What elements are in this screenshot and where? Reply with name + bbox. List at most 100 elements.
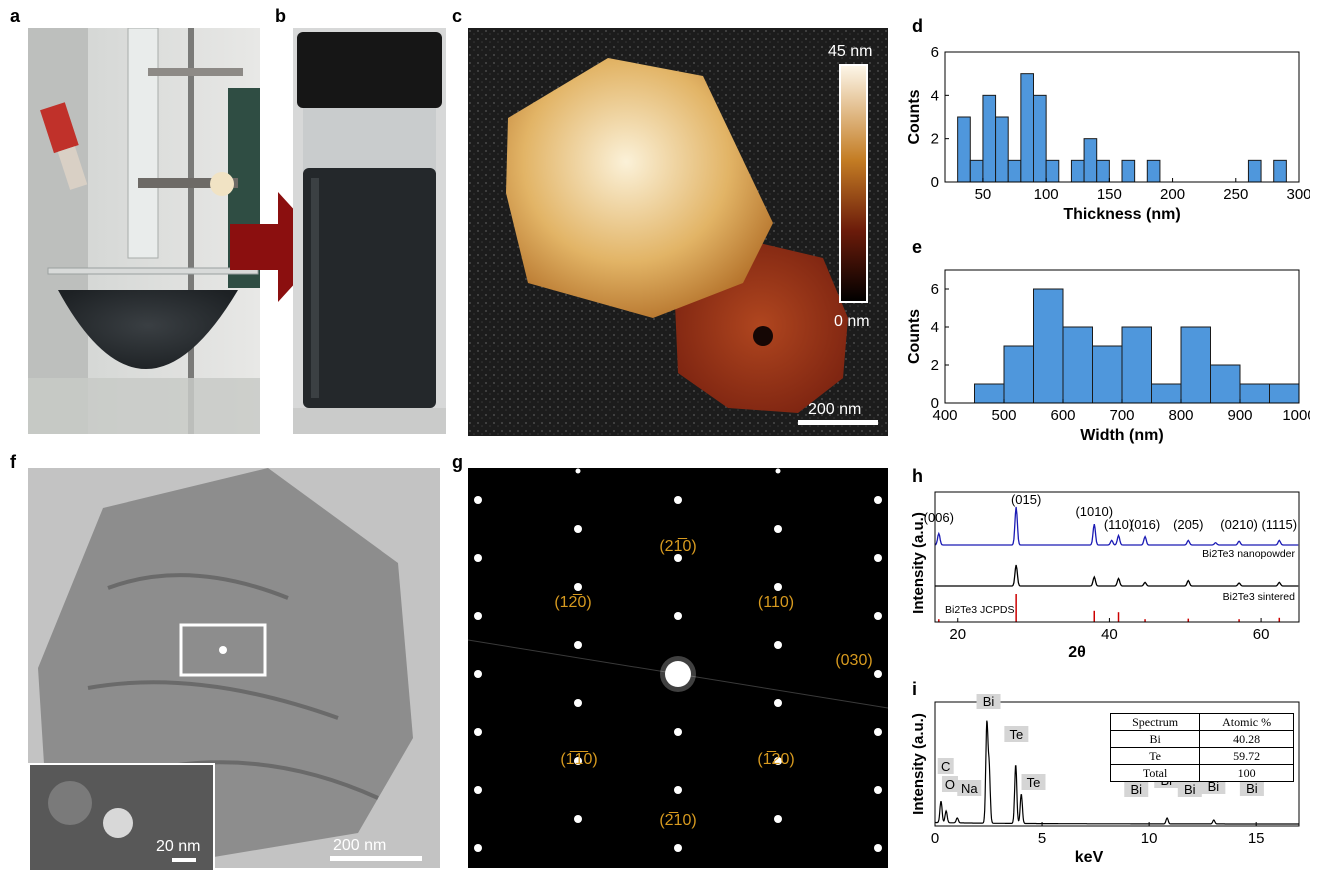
diffraction-spot xyxy=(874,786,882,794)
peak-label: Na xyxy=(961,781,978,796)
x-tick-label: 250 xyxy=(1223,186,1248,203)
series-nanopowder-line xyxy=(934,506,1299,546)
x-tick-label: 60 xyxy=(1253,626,1270,643)
table-header-cell: Spectrum xyxy=(1109,713,1201,731)
histogram-bar xyxy=(1247,159,1262,183)
diffraction-spot xyxy=(474,612,482,620)
thickness-histogram: 50 100 150 200 250 300 0 2 4 6 Thickness (nm) Count… xyxy=(906,44,1310,223)
x-tick-label: 400 xyxy=(932,407,957,424)
x-tick-label: 500 xyxy=(991,407,1016,424)
peak-tag xyxy=(1201,778,1226,794)
peak-label: Bi xyxy=(983,694,995,709)
diffraction-spot xyxy=(874,728,882,736)
table-cell: 40.28 xyxy=(1199,730,1294,748)
peak-tag xyxy=(1004,726,1029,742)
peak-label: (1010) xyxy=(1075,504,1113,519)
x-tick-label: 200 xyxy=(1160,186,1185,203)
table-cell: 59.72 xyxy=(1199,747,1294,765)
diffraction-spot xyxy=(774,583,782,591)
diffraction-spot xyxy=(474,786,482,794)
table-row: Bi 40.28 xyxy=(1109,730,1294,748)
histogram-bar xyxy=(957,116,971,183)
dispersion-vial-photo xyxy=(293,28,446,434)
peak-label: Bi xyxy=(1246,781,1258,796)
eds-composition-table: Spectrum Atomic % Bi 40.28 Te 59.72 Tota… xyxy=(1109,713,1294,782)
diffraction-spot xyxy=(874,496,882,504)
histogram-bar xyxy=(1121,159,1136,183)
x-axis-label: Thickness (nm) xyxy=(1063,206,1180,223)
afm-image: 45 nm 0 nm 200 nm xyxy=(468,28,888,436)
peak-label: Bi xyxy=(1184,782,1196,797)
diffraction-spot xyxy=(575,468,581,474)
panel-label-h: h xyxy=(912,466,923,486)
peak-label: (006) xyxy=(924,510,954,525)
peak-label: Te xyxy=(1009,727,1023,742)
table-row: Spectrum Atomic % xyxy=(1109,713,1294,731)
reaction-setup-photo xyxy=(28,28,260,434)
peak-label: (1115) xyxy=(1261,517,1297,532)
histogram-bar xyxy=(1062,326,1093,404)
diffraction-spot xyxy=(574,525,582,533)
diffraction-spot xyxy=(874,612,882,620)
table-cell: 100 xyxy=(1199,764,1294,782)
y-tick-label: 0 xyxy=(931,395,939,412)
histogram-bar xyxy=(1083,138,1098,183)
table-cell: Te xyxy=(1109,747,1201,765)
x-axis-label: Width (nm) xyxy=(1080,427,1163,444)
process-arrow xyxy=(230,192,328,302)
diffraction-spot xyxy=(674,844,682,852)
y-tick-label: 2 xyxy=(931,357,939,374)
x-tick-label: 300 xyxy=(1286,186,1310,203)
y-tick-label: 2 xyxy=(931,131,939,148)
y-axis-label: Intensity (a.u.) xyxy=(910,512,927,614)
histogram-bar xyxy=(1033,94,1047,183)
plot-frame xyxy=(934,701,1300,827)
peak-tag xyxy=(1177,781,1202,797)
peak-tag xyxy=(937,758,954,774)
peak-label: Te xyxy=(1027,775,1041,790)
histogram-bar xyxy=(982,94,997,183)
panel-label-f: f xyxy=(10,452,16,472)
diffraction-spot xyxy=(574,583,582,591)
histogram-bar xyxy=(1045,159,1060,183)
histogram-bar xyxy=(1003,345,1034,404)
diffraction-spot xyxy=(874,844,882,852)
x-tick-label: 800 xyxy=(1168,407,1193,424)
x-tick-label: 100 xyxy=(1034,186,1059,203)
histogram-bar xyxy=(1070,159,1085,183)
histogram-bar xyxy=(1180,326,1211,404)
diffraction-spot xyxy=(574,699,582,707)
series-sintered-line xyxy=(935,564,1299,587)
afm-colorbar-min: 0 nm xyxy=(834,313,870,330)
saed-label-110: (110) xyxy=(758,594,794,611)
peak-label: O xyxy=(945,777,955,792)
histogram-bar xyxy=(1121,326,1152,404)
peak-tag xyxy=(1021,774,1046,790)
diffraction-spot xyxy=(674,786,682,794)
histogram-bar xyxy=(1151,383,1182,404)
x-axis-label: keV xyxy=(1075,849,1104,866)
diffraction-spot xyxy=(674,554,682,562)
peak-tag xyxy=(1124,781,1149,797)
saed-label-11-0: (1̅1̅0) xyxy=(560,750,597,768)
table-cell: Total xyxy=(1109,764,1201,782)
table-row: Te 59.72 xyxy=(1109,747,1294,765)
panel-label-e: e xyxy=(912,237,923,257)
diffraction-spot xyxy=(674,612,682,620)
histogram-bar xyxy=(1273,159,1287,183)
diffraction-spot xyxy=(774,757,782,765)
legend-nanopowder: Bi2Te3 nanopowder xyxy=(1202,548,1295,560)
diffraction-spot xyxy=(474,670,482,678)
diffraction-spot xyxy=(474,496,482,504)
y-tick-label: 0 xyxy=(931,174,939,191)
diffraction-spot xyxy=(474,728,482,736)
diffraction-spot xyxy=(674,728,682,736)
eds-spectrum-line xyxy=(935,720,1299,825)
peak-label: C xyxy=(941,759,950,774)
y-tick-label: 6 xyxy=(931,281,939,298)
x-tick-label: 700 xyxy=(1109,407,1134,424)
panel-label-i: i xyxy=(912,679,918,699)
histogram-bar xyxy=(974,383,1005,404)
peak-tag xyxy=(976,694,1001,709)
